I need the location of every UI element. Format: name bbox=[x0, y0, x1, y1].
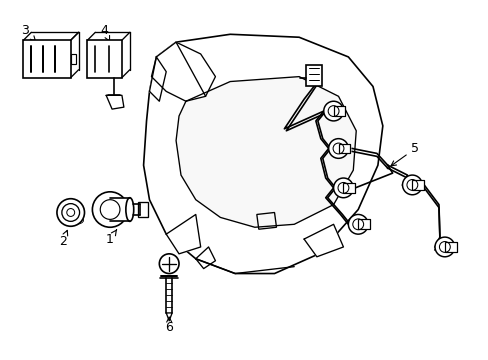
Polygon shape bbox=[151, 42, 215, 101]
Text: 2: 2 bbox=[59, 230, 67, 248]
Bar bbox=[358, 219, 369, 229]
Circle shape bbox=[347, 215, 367, 234]
Bar bbox=[87, 40, 122, 78]
Bar bbox=[411, 180, 423, 190]
Circle shape bbox=[323, 101, 343, 121]
Polygon shape bbox=[149, 57, 166, 101]
Text: 6: 6 bbox=[165, 317, 173, 334]
Ellipse shape bbox=[68, 216, 83, 224]
Circle shape bbox=[402, 175, 421, 195]
Polygon shape bbox=[166, 313, 172, 321]
Polygon shape bbox=[106, 95, 123, 109]
Polygon shape bbox=[143, 34, 382, 274]
Bar bbox=[444, 242, 456, 252]
Circle shape bbox=[159, 254, 179, 274]
Bar bbox=[343, 183, 355, 193]
Ellipse shape bbox=[125, 198, 133, 221]
Polygon shape bbox=[176, 77, 356, 227]
Bar bbox=[23, 40, 71, 78]
Polygon shape bbox=[166, 215, 200, 254]
Circle shape bbox=[62, 204, 80, 221]
Bar bbox=[333, 106, 345, 116]
Bar bbox=[110, 198, 129, 221]
Polygon shape bbox=[304, 224, 343, 257]
Bar bbox=[71, 54, 76, 64]
Bar bbox=[138, 202, 147, 217]
Circle shape bbox=[57, 199, 84, 226]
Text: 5: 5 bbox=[390, 142, 419, 166]
Circle shape bbox=[328, 139, 347, 158]
Text: 1: 1 bbox=[106, 230, 117, 246]
Circle shape bbox=[434, 237, 454, 257]
Text: 4: 4 bbox=[100, 24, 110, 42]
Bar bbox=[338, 144, 349, 153]
Text: 3: 3 bbox=[21, 24, 36, 41]
Circle shape bbox=[333, 178, 352, 198]
Circle shape bbox=[92, 192, 127, 227]
Bar bbox=[305, 65, 321, 86]
